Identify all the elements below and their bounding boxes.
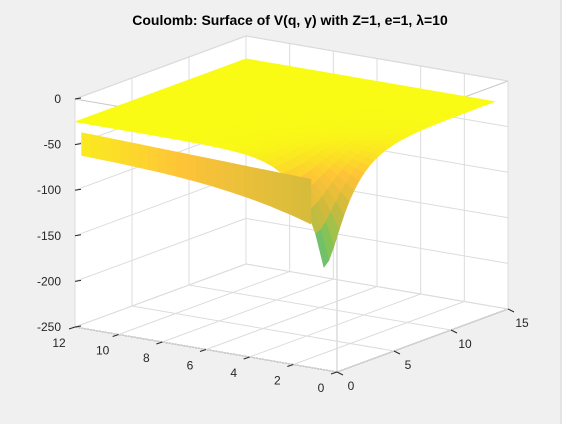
z-tick-mark	[74, 188, 82, 191]
z-tick-label: -100	[37, 183, 61, 197]
ridge-patch	[176, 151, 187, 180]
grid-line-x	[205, 286, 378, 350]
y-tick-mark	[450, 329, 458, 334]
ridge-patch	[243, 165, 254, 201]
grid-line-z	[74, 35, 247, 100]
y-tick-label: 10	[458, 337, 472, 351]
ridge-patch	[129, 142, 140, 168]
ridge-patch	[205, 157, 216, 188]
ridge-patch	[196, 155, 207, 185]
ridge-patch	[291, 175, 302, 220]
x-tick-mark	[243, 356, 250, 360]
y-tick-mark	[336, 371, 344, 376]
z-tick-label: -150	[37, 229, 61, 243]
ridge-patch	[234, 163, 245, 197]
y-tick-mark	[393, 350, 401, 355]
x-tick-mark	[330, 371, 338, 375]
ridge-patch	[300, 177, 312, 225]
y-tick-label: 0	[348, 379, 355, 393]
surface-patch	[315, 229, 330, 269]
grid-line-x	[336, 308, 509, 373]
ridge-patch	[157, 147, 168, 175]
grid-line-y	[188, 284, 452, 331]
grid-line-y	[131, 305, 395, 352]
z-tick-mark	[74, 234, 82, 237]
ridge-patch	[281, 173, 293, 216]
ridge-patch	[262, 169, 274, 208]
z-tick-label: -200	[37, 274, 61, 288]
z-tick-label: -50	[44, 138, 62, 152]
ridge-patch	[100, 136, 111, 162]
y-tick-label: 5	[405, 358, 412, 372]
ridge-patch	[167, 149, 178, 177]
chart-title: Coulomb: Surface of V(q, γ) with Z=1, e=…	[132, 12, 448, 28]
grid-line-y	[245, 263, 509, 310]
z-tick-mark	[74, 279, 82, 282]
x-tick-mark	[199, 349, 207, 352]
x-tick-label: 8	[143, 351, 150, 365]
grid-line-x	[293, 301, 465, 365]
y-tick-mark	[507, 308, 515, 313]
x-tick-mark	[112, 334, 119, 337]
grid-line-x	[74, 263, 247, 328]
ridge-patch	[90, 134, 102, 160]
z-tick-mark	[74, 97, 82, 100]
grid-line-x	[118, 271, 290, 335]
x-tick-label: 10	[96, 344, 110, 358]
x-tick-mark	[156, 341, 163, 345]
grid-line-z	[74, 217, 247, 282]
x-tick-label: 12	[52, 336, 66, 350]
ridge-patch	[119, 140, 130, 166]
ridge-patch	[186, 153, 197, 182]
x-tick-label: 2	[274, 374, 281, 388]
grid-line-x	[162, 278, 334, 343]
z-tick-mark	[74, 325, 82, 328]
ridge-patch	[81, 132, 92, 158]
x-tick-label: 4	[230, 366, 237, 380]
x-tick-mark	[68, 326, 76, 330]
x-tick-label: 6	[187, 359, 194, 373]
window-edge	[560, 0, 562, 424]
ridge-patch	[253, 167, 264, 204]
x-tick-mark	[287, 364, 294, 367]
ridge-patch	[224, 161, 235, 194]
z-tick-label: -250	[37, 320, 61, 334]
grid-line-x	[249, 293, 421, 358]
x-tick-label: 0	[318, 381, 325, 395]
ridge-patch	[110, 138, 121, 164]
ridge-patch	[272, 171, 283, 212]
y-tick-label: 15	[515, 316, 529, 330]
tick-labels: 0 -50 -100 -150 -200 -250 0 2 4 6 8 10 12 0 5 10 15	[37, 92, 529, 395]
z-tick-label: 0	[54, 92, 61, 106]
z-tick-mark	[74, 143, 82, 146]
surface-mesh[interactable]	[73, 58, 497, 269]
ridge-patch	[138, 143, 149, 170]
ridge-patch	[215, 159, 226, 191]
ridge-patch	[148, 145, 159, 173]
